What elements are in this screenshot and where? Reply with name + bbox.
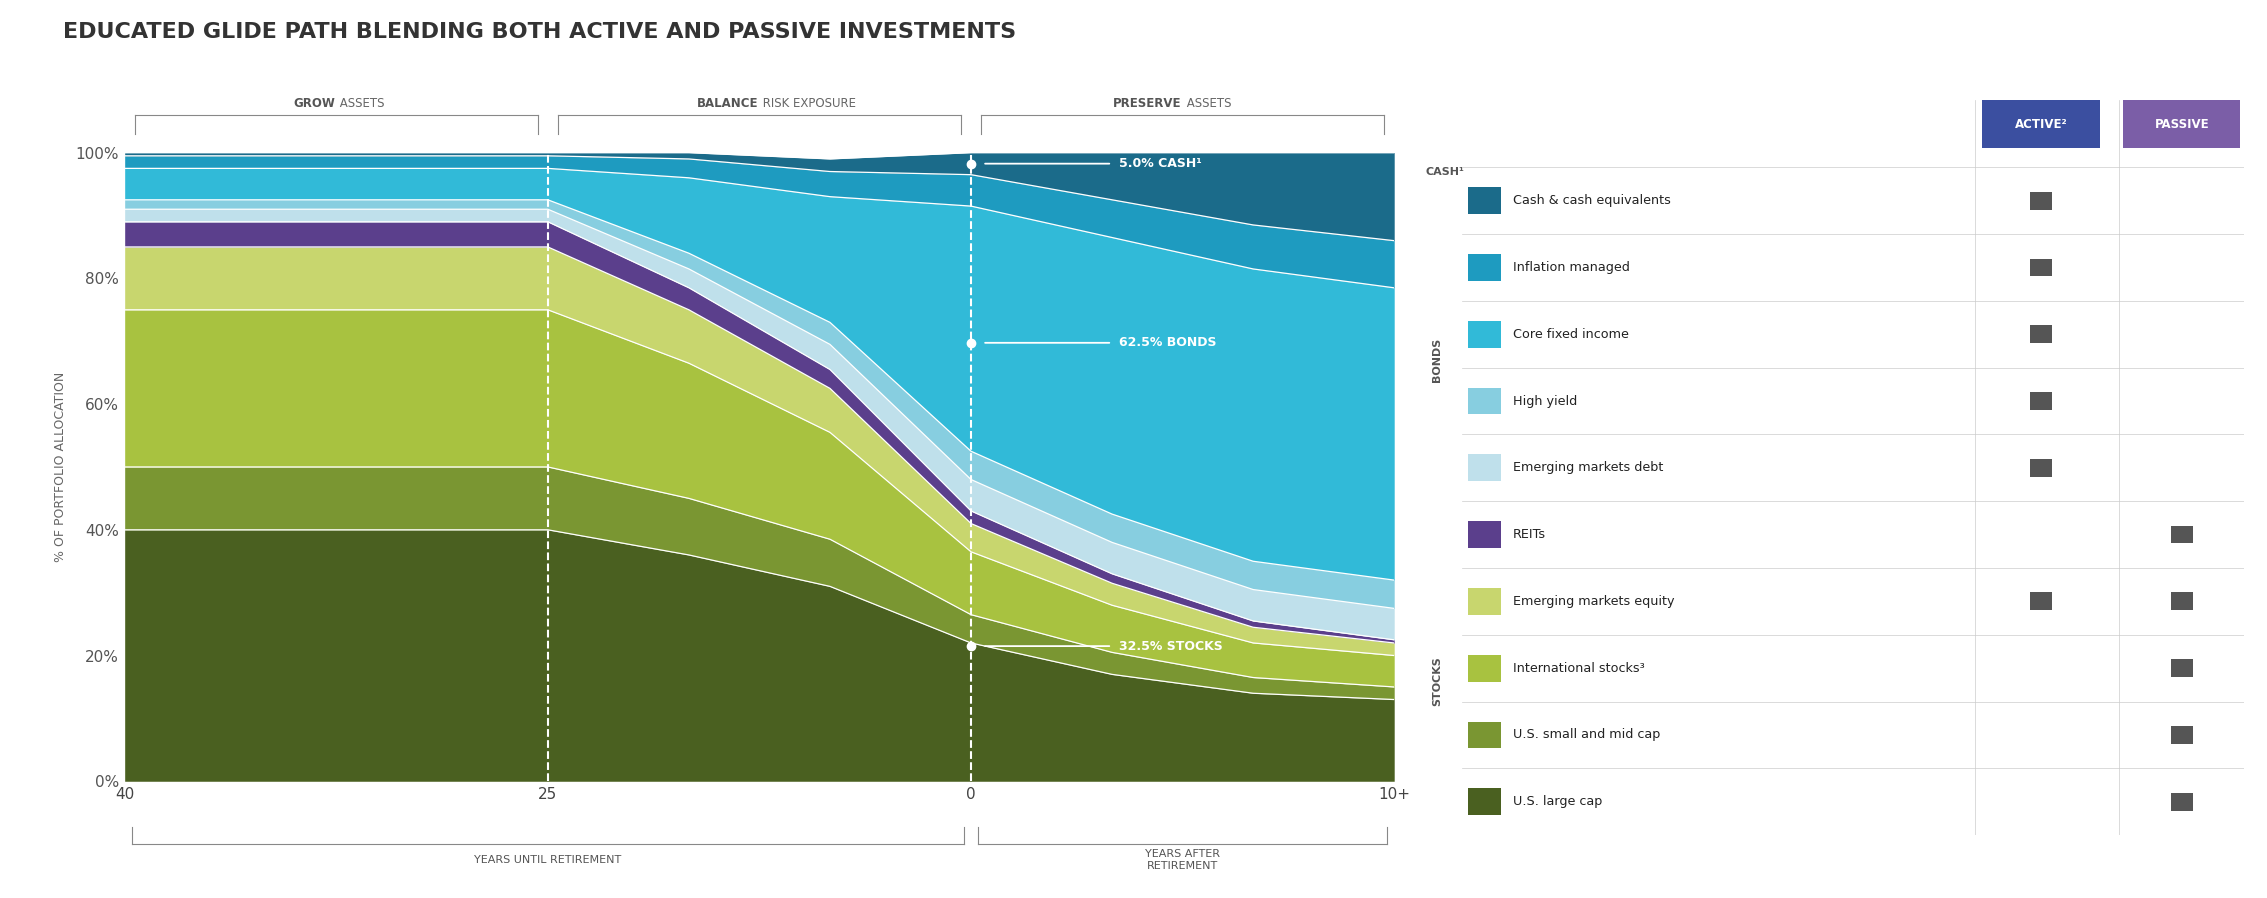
- Text: EDUCATED GLIDE PATH BLENDING BOTH ACTIVE AND PASSIVE INVESTMENTS: EDUCATED GLIDE PATH BLENDING BOTH ACTIVE…: [63, 22, 1016, 42]
- Text: ASSETS: ASSETS: [336, 97, 385, 110]
- Bar: [2029, 459, 2052, 477]
- Text: Inflation managed: Inflation managed: [1512, 261, 1630, 274]
- Bar: [2029, 325, 2052, 343]
- Text: YEARS UNTIL RETIREMENT: YEARS UNTIL RETIREMENT: [474, 855, 621, 865]
- Text: International stocks³: International stocks³: [1512, 662, 1646, 674]
- Bar: [1469, 388, 1501, 414]
- Text: BALANCE: BALANCE: [696, 97, 757, 110]
- Text: 5.0% CASH¹: 5.0% CASH¹: [1120, 157, 1202, 170]
- Y-axis label: % OF PORTFOLIO ALLOCATION: % OF PORTFOLIO ALLOCATION: [54, 372, 68, 562]
- Text: Emerging markets debt: Emerging markets debt: [1512, 462, 1664, 474]
- Bar: [1469, 788, 1501, 815]
- Bar: [1981, 101, 2099, 148]
- Bar: [1469, 722, 1501, 748]
- Bar: [2172, 726, 2192, 744]
- Bar: [2124, 101, 2240, 148]
- Text: ACTIVE²: ACTIVE²: [2015, 118, 2068, 131]
- Bar: [2172, 525, 2192, 543]
- Bar: [1469, 321, 1501, 348]
- Text: High yield: High yield: [1512, 394, 1578, 408]
- Text: RISK EXPOSURE: RISK EXPOSURE: [759, 97, 857, 110]
- Text: U.S. large cap: U.S. large cap: [1512, 796, 1603, 808]
- Text: CASH¹: CASH¹: [1426, 166, 1464, 177]
- Bar: [1469, 454, 1501, 481]
- Bar: [2172, 793, 2192, 811]
- Bar: [1469, 254, 1501, 281]
- Text: U.S. small and mid cap: U.S. small and mid cap: [1512, 728, 1659, 742]
- Text: BONDS: BONDS: [1433, 338, 1442, 383]
- Bar: [2172, 659, 2192, 677]
- Bar: [1469, 188, 1501, 214]
- Text: STOCKS: STOCKS: [1433, 656, 1442, 706]
- Text: PRESERVE: PRESERVE: [1113, 97, 1181, 110]
- Bar: [1469, 655, 1501, 682]
- Text: YEARS AFTER
RETIREMENT: YEARS AFTER RETIREMENT: [1145, 849, 1220, 871]
- Text: Core fixed income: Core fixed income: [1512, 328, 1630, 340]
- Bar: [1469, 588, 1501, 615]
- Text: ASSETS: ASSETS: [1183, 97, 1231, 110]
- Text: PASSIVE: PASSIVE: [2154, 118, 2208, 131]
- Bar: [2029, 593, 2052, 611]
- Text: 32.5% STOCKS: 32.5% STOCKS: [1120, 639, 1222, 653]
- Text: Cash & cash equivalents: Cash & cash equivalents: [1512, 194, 1671, 207]
- Text: Emerging markets equity: Emerging markets equity: [1512, 594, 1675, 608]
- Bar: [2172, 593, 2192, 611]
- Text: REITs: REITs: [1512, 528, 1546, 541]
- Bar: [2029, 192, 2052, 209]
- Bar: [2029, 392, 2052, 409]
- Bar: [2029, 259, 2052, 277]
- Text: GROW: GROW: [292, 97, 336, 110]
- Bar: [1469, 521, 1501, 548]
- Text: 62.5% BONDS: 62.5% BONDS: [1120, 337, 1217, 349]
